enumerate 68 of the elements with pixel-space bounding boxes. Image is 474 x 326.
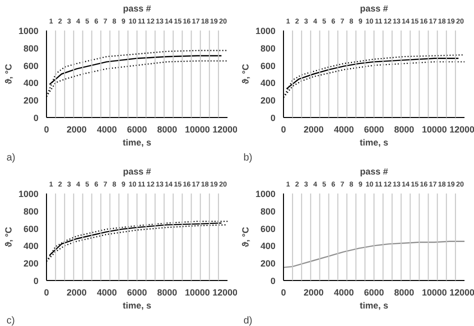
x-tick-label: 4000 [96,124,117,134]
y-tick-label: 0 [270,113,276,123]
y-tick-label: 600 [260,224,276,234]
y-tick-label: 1000 [255,26,276,36]
x-tick-label: 10000 [422,124,447,134]
y-tick-label: 1000 [18,26,39,36]
x-tick-label: 2000 [66,288,87,298]
text: d) [244,316,252,326]
x-tick-label: 6000 [364,288,384,298]
x-axis-title: time, s [360,138,388,148]
y-tick-label: 1000 [255,189,276,199]
y-axis-title: ϑ, °C [3,226,14,248]
y-axis-title: ϑ, °C [3,63,14,84]
x-tick-label: 10000 [422,288,447,298]
x-axis-title: time, s [360,300,388,310]
x2-axis-title: pass # [360,4,388,14]
y-tick-label: 200 [260,96,276,106]
x-tick-label: 2000 [304,124,324,134]
y-tick-label: 600 [23,224,39,234]
y-tick-label: 800 [260,43,276,54]
y-tick-label: 200 [23,258,39,269]
y-axis-title: ϑ, °C [240,63,250,84]
x-tick-label: 8000 [157,124,178,134]
x-tick-label: 6000 [126,124,148,134]
x-tick-label: 6000 [364,124,384,134]
x-tick-label: 4000 [334,288,354,298]
x2-axis-title: pass # [122,4,152,14]
y-tick-label: 800 [23,43,39,54]
y-tick-label: 200 [260,258,276,269]
x-tick-label: 8000 [157,288,178,298]
x-tick-label: 0 [44,288,50,298]
x-tick-label: 4000 [334,124,354,134]
y-tick-label: 400 [260,78,276,88]
y-tick-label: 400 [260,241,276,252]
y-tick-label: 0 [33,276,39,286]
x-tick-label: 0 [44,124,50,134]
x-tick-label: 10000 [184,288,210,298]
y-tick-label: 600 [260,60,276,71]
x-tick-label: 8000 [394,288,414,298]
x-tick-label: 10000 [184,124,210,134]
x-tick-label: 12000 [449,288,474,298]
x-tick-label: 12000 [212,124,238,134]
y-tick-label: 400 [23,241,39,252]
x-tick-label: 0 [280,288,286,298]
x-tick-label: 2000 [66,124,87,134]
text: b) [244,152,252,164]
x2-axis-title: pass # [122,166,152,176]
x2-axis-title: pass # [360,166,388,176]
x-tick-label: 0 [280,124,286,134]
y-tick-label: 0 [270,276,276,286]
x-tick-label: 6000 [126,288,148,298]
x-tick-label: 8000 [394,124,414,134]
y-tick-label: 600 [23,60,39,71]
x-tick-label: 2000 [304,288,324,298]
x-axis-title: time, s [122,138,152,148]
x-tick-label: 12000 [212,288,238,298]
y-axis-title: ϑ, °C [240,226,250,248]
y-tick-label: 800 [260,206,276,216]
y-tick-label: 1000 [18,189,39,199]
x-tick-label: 12000 [449,124,474,134]
y-tick-label: 400 [23,78,39,88]
y-tick-label: 800 [23,206,39,216]
x-axis-title: time, s [122,300,152,310]
text: a) [6,152,16,164]
x-tick-label: 4000 [96,288,117,298]
y-tick-label: 0 [33,113,39,123]
text: c) [6,316,15,326]
y-tick-label: 200 [23,96,39,106]
